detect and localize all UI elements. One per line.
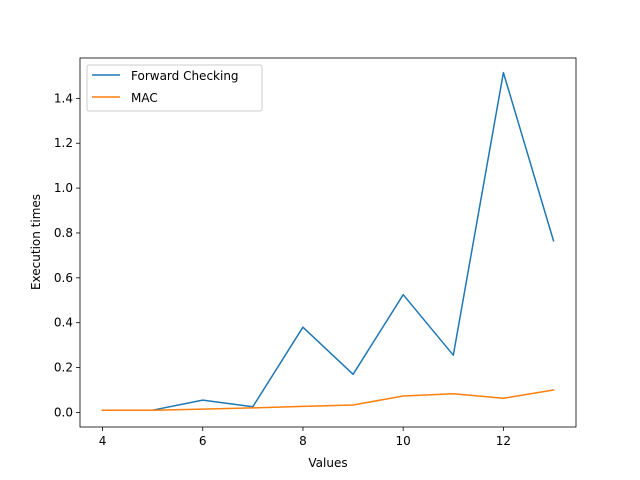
y-tick-label: 1.4 [54,91,73,105]
y-tick-label: 0.8 [54,226,73,240]
series-line-forward-checking [101,71,555,411]
y-tick-label: 1.2 [54,136,73,150]
legend-label-forward-checking: Forward Checking [131,69,239,83]
x-tick-label: 12 [496,434,511,448]
legend-box [86,64,263,112]
plot-frame [79,57,577,428]
series-lines [101,71,555,411]
x-tick-label: 4 [99,434,107,448]
y-tick-label: 0.4 [54,316,73,330]
x-tick-label: 10 [396,434,411,448]
legend: Forward Checking MAC [86,64,263,112]
legend-label-mac: MAC [131,91,158,105]
x-tick-label: 6 [199,434,207,448]
x-axis-ticks: 4 6 8 10 12 [99,427,511,448]
x-tick-label: 8 [299,434,307,448]
series-line-mac [101,389,555,411]
x-axis-label: Values [308,456,347,470]
y-axis-ticks: 0.0 0.2 0.4 0.6 0.8 1.0 1.2 1.4 [54,91,80,419]
y-tick-label: 0.0 [54,405,73,419]
plot-area [80,58,576,427]
y-tick-label: 1.0 [54,181,73,195]
y-axis-label: Execution times [29,194,43,290]
y-tick-label: 0.2 [54,361,73,375]
y-tick-label: 0.6 [54,271,73,285]
